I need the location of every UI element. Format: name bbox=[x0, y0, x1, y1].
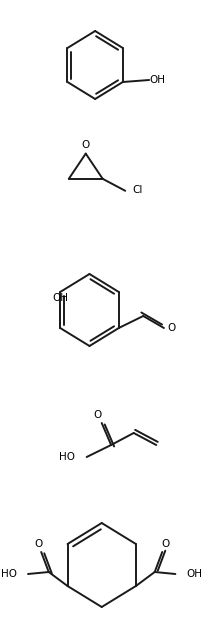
Text: O: O bbox=[34, 539, 42, 549]
Text: OH: OH bbox=[52, 293, 68, 303]
Text: O: O bbox=[160, 539, 168, 549]
Text: HO: HO bbox=[59, 452, 75, 462]
Text: OH: OH bbox=[186, 569, 202, 579]
Text: O: O bbox=[166, 323, 175, 333]
Text: O: O bbox=[81, 140, 89, 150]
Text: OH: OH bbox=[149, 75, 165, 85]
Text: HO: HO bbox=[1, 569, 17, 579]
Text: Cl: Cl bbox=[132, 185, 142, 195]
Text: O: O bbox=[92, 410, 101, 420]
